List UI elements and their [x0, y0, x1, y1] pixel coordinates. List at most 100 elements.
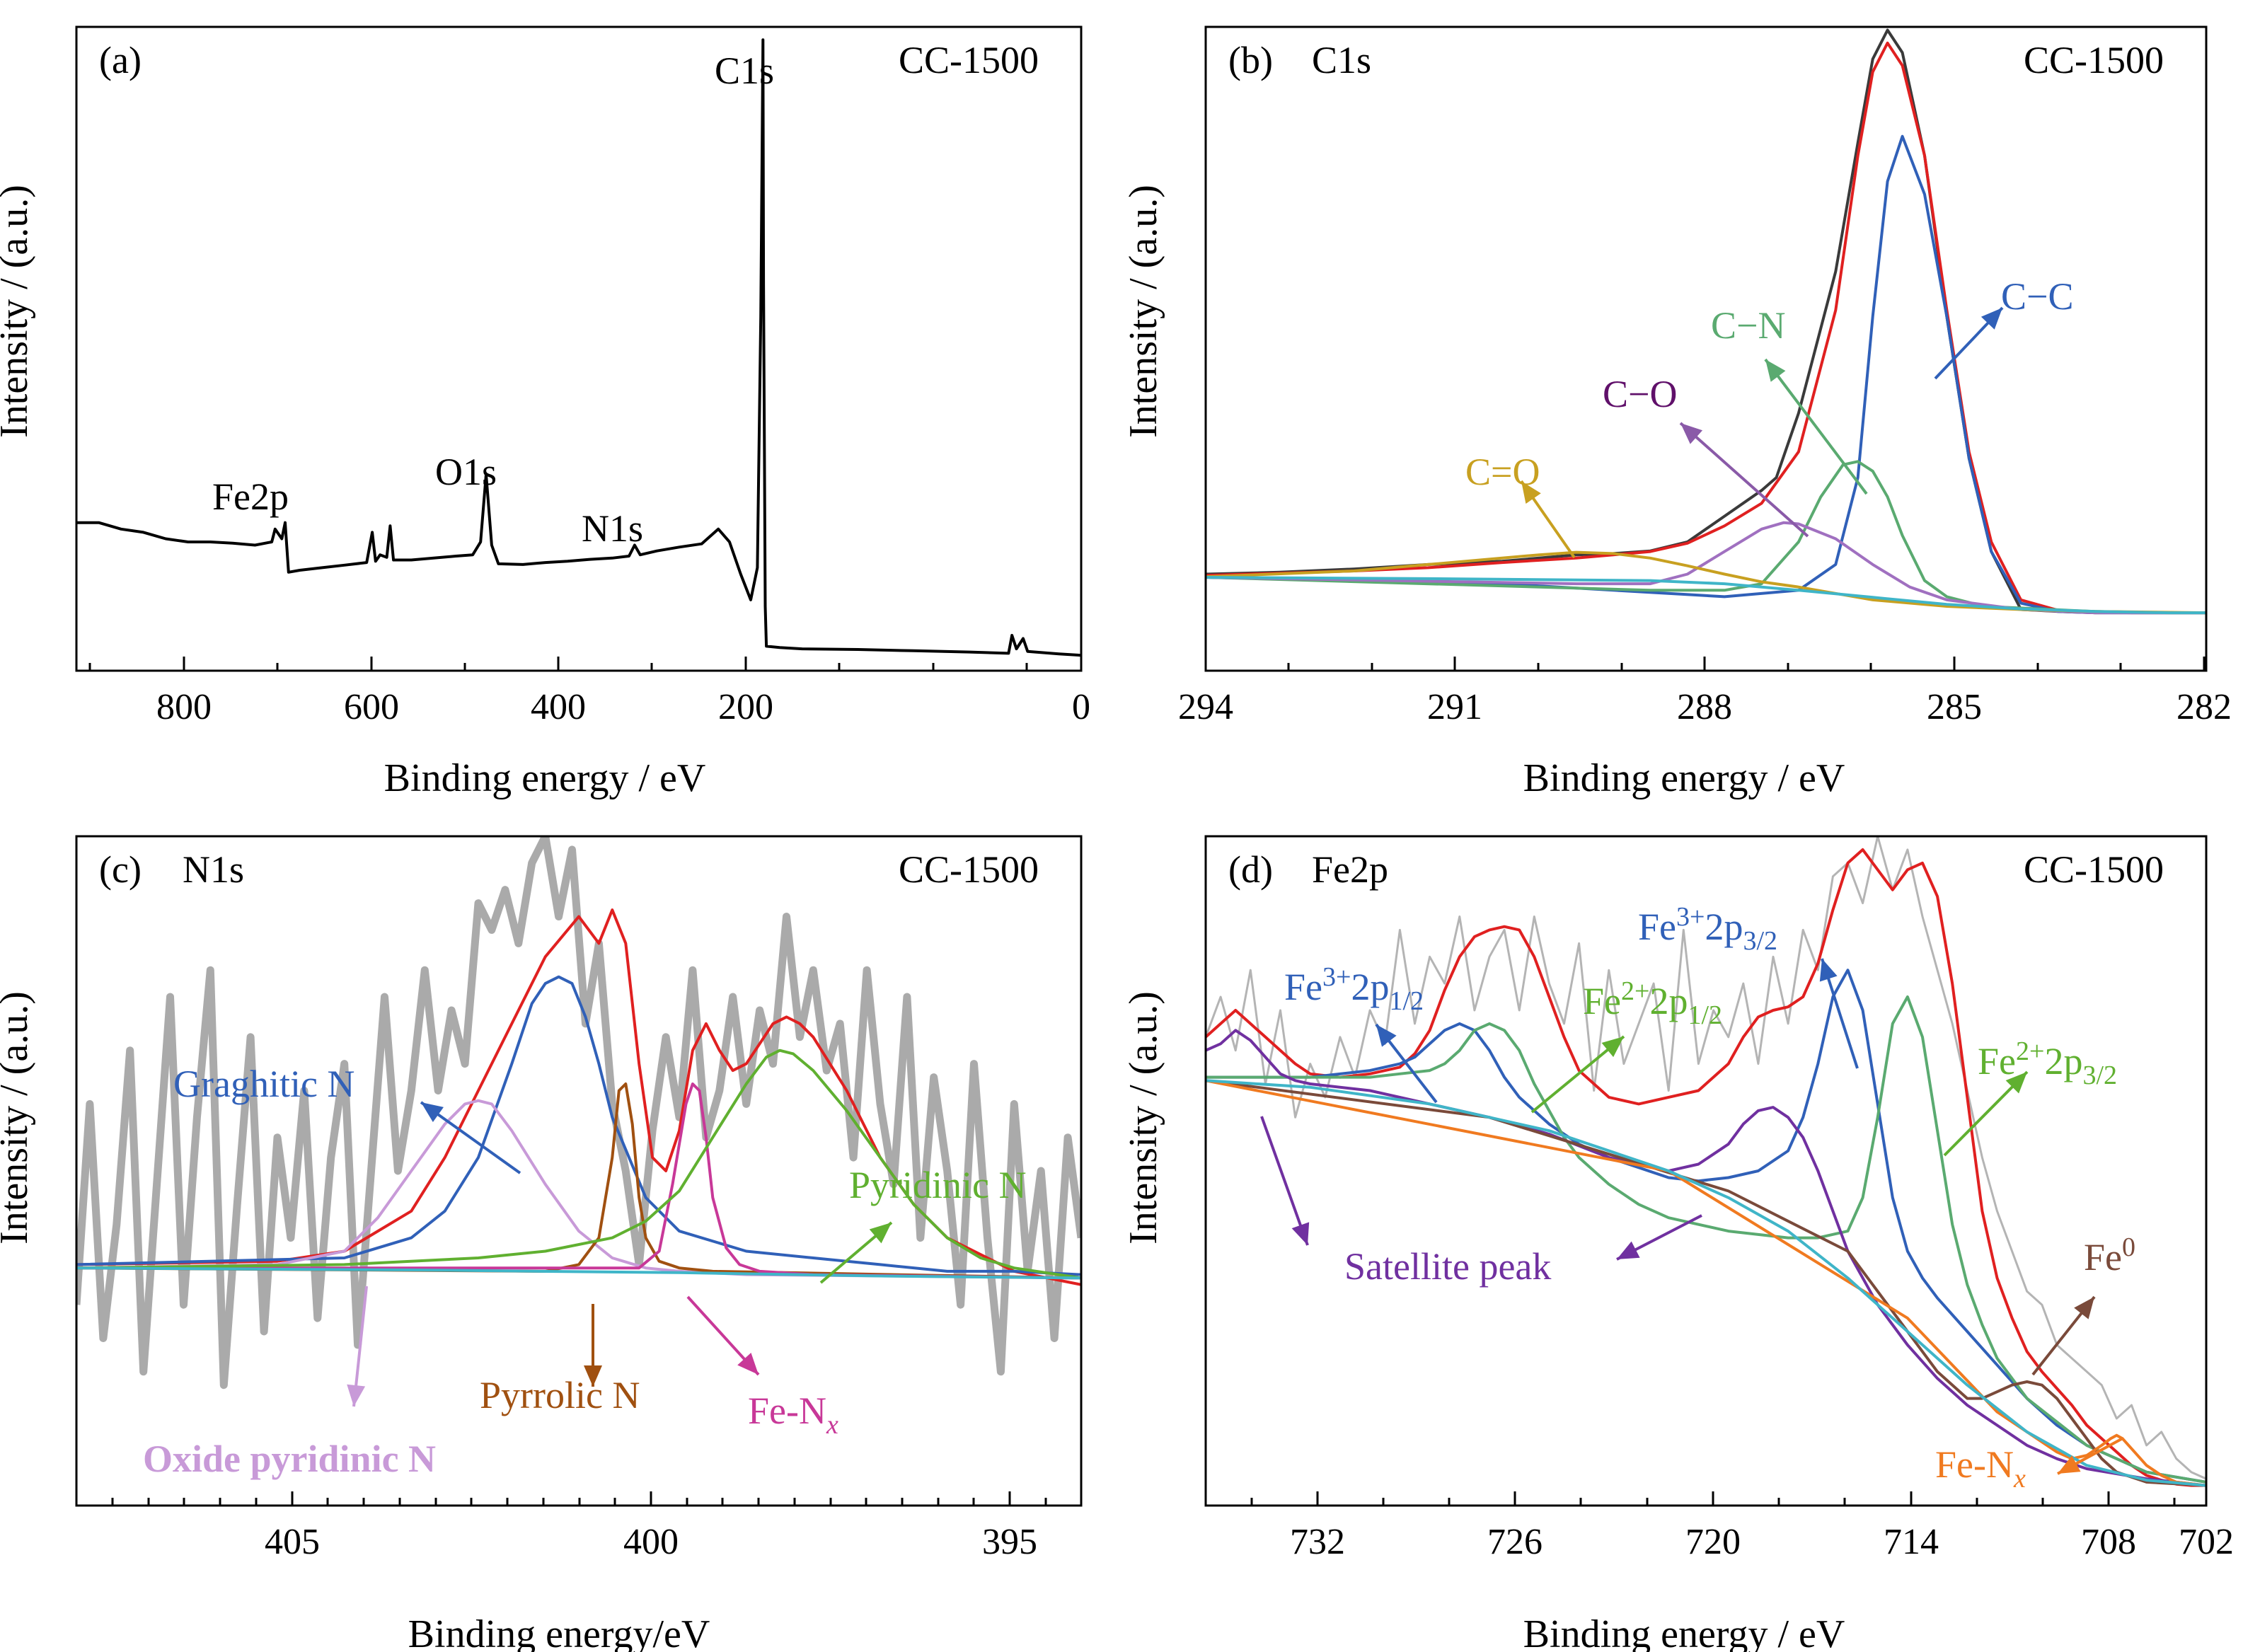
series-line-0	[1206, 836, 2206, 1480]
annotation-arrow-1	[819, 1221, 893, 1284]
peak-annotation: C−C	[2001, 275, 2074, 318]
peak-annotation: N1s	[582, 507, 643, 550]
series-line-3	[76, 1099, 1081, 1280]
label-part: C=O	[1465, 451, 1540, 493]
annotation-arrow-6-head	[2074, 1297, 2094, 1319]
annotation-arrow-1-head	[1601, 1036, 1624, 1058]
x-tick-label: 714	[1884, 1522, 1939, 1562]
peak-annotation: Fe-Nx	[1935, 1443, 2026, 1494]
panel-label: (d)	[1228, 848, 1273, 891]
annotation-arrow-3	[1943, 1070, 2029, 1157]
annotation-arrow-2	[584, 1304, 602, 1387]
peak-annotation: C1s	[715, 50, 774, 92]
x-tick-label: 200	[718, 687, 773, 727]
y-axis-label: Intensity / (a.u.)	[0, 991, 36, 1244]
annotation-arrow-5-head	[1291, 1222, 1310, 1245]
panel-title: N1s	[183, 848, 244, 891]
chart-panel-0: 800 600 400 200 0 Binding energy / eV Intensit…	[0, 25, 1090, 800]
label-part: 1/2	[1389, 986, 1424, 1016]
series-group	[76, 38, 1081, 657]
x-tick-label: 800	[156, 687, 212, 727]
annotation-arrow-4-head	[1617, 1241, 1640, 1259]
label-part: 1/2	[1688, 1000, 1722, 1030]
label-part: C−O	[1603, 373, 1677, 415]
sample-label: CC-1500	[2024, 848, 2164, 891]
peak-annotation: Satellite peak	[1344, 1245, 1551, 1288]
label-part: Graghitic N	[173, 1063, 354, 1105]
series-line-2	[1206, 134, 2206, 615]
label-part: C−N	[1711, 304, 1785, 347]
y-axis-label: Intensity / (a.u.)	[1122, 991, 1165, 1244]
x-tick-label: 400	[623, 1522, 679, 1562]
annotation-arrow-7	[2057, 1437, 2123, 1475]
series-line-3	[1206, 460, 2206, 615]
label-part: 2+	[1621, 976, 1649, 1006]
annotation-arrow-2-head	[584, 1365, 602, 1387]
annotation-arrow-4	[347, 1286, 368, 1407]
x-tick-label: 285	[1927, 687, 1982, 727]
series-line-2	[76, 975, 1081, 1276]
annotation-arrow-3	[1934, 306, 2004, 380]
x-tick-label: 294	[1178, 687, 1233, 727]
annotation-arrow-4	[1616, 1214, 1702, 1261]
annotation-arrow-0	[1520, 480, 1576, 559]
peak-annotation: Oxide pyridinic N	[143, 1438, 436, 1480]
label-part: O1s	[435, 451, 497, 493]
x-tick-label: 395	[982, 1522, 1037, 1562]
label-part: Fe	[1638, 906, 1676, 948]
annotation-arrow-2-shaft	[1764, 358, 1868, 495]
series-line-5	[1206, 550, 2206, 615]
annotation-arrow-5-shaft	[1260, 1116, 1309, 1246]
annotation-arrow-3-head	[1980, 308, 2002, 330]
sample-label: CC-1500	[899, 848, 1039, 891]
label-part: Fe2p	[212, 475, 289, 518]
label-part: 3+	[1322, 962, 1351, 992]
annotation-arrow-4-head	[347, 1384, 366, 1406]
x-tick-label: 291	[1427, 687, 1482, 727]
sample-label: CC-1500	[2024, 39, 2164, 81]
label-part: 2p	[1351, 966, 1389, 1008]
annotation-arrow-1	[1530, 1035, 1625, 1114]
label-part: N1s	[582, 507, 643, 550]
series-line-1	[1206, 41, 2206, 615]
chart-panel-3: 732 726 720 714 708 702 Binding energy / eV Int…	[1122, 835, 2234, 1652]
series-line-7	[1206, 1079, 2206, 1487]
peak-annotation: Fe0	[2084, 1232, 2135, 1278]
label-part: 2p	[2044, 1040, 2082, 1082]
label-part: 3/2	[1743, 926, 1777, 956]
panel-label: (a)	[99, 39, 142, 81]
x-tick-label: 600	[344, 687, 399, 727]
peak-annotation: Graghitic N	[173, 1063, 354, 1105]
peak-annotation: Fe-Nx	[748, 1390, 838, 1440]
plot-frame	[75, 25, 1083, 672]
peak-annotation: C−O	[1603, 373, 1677, 415]
panel-title: Fe2p	[1312, 848, 1388, 891]
x-tick-label: 732	[1290, 1522, 1345, 1562]
x-tick-label: 405	[265, 1522, 320, 1562]
annotation-arrow-1-shaft	[1679, 422, 1809, 538]
label-part: x	[826, 1410, 838, 1440]
peak-annotation: Fe2+2p1/2	[1583, 976, 1722, 1030]
chart-panel-1: 294 291 288 285 282 Binding energy / eV Intens…	[1122, 25, 2232, 800]
label-part: x	[2013, 1464, 2026, 1494]
x-tick-label: 400	[531, 687, 586, 727]
annotation-arrow-3-head	[2005, 1072, 2027, 1094]
series-line-6	[1206, 576, 2206, 615]
x-axis-label: Binding energy / eV	[1523, 1612, 1845, 1652]
label-part: 0	[2122, 1232, 2135, 1262]
label-part: Oxide pyridinic N	[143, 1438, 436, 1480]
annotation-arrow-2	[1764, 358, 1868, 495]
annotation-arrow-2-head	[1765, 359, 1786, 382]
series-line-4	[1206, 1029, 2206, 1487]
annotation-arrow-0-head	[1521, 481, 1541, 504]
annotation-arrow-7-head	[2058, 1455, 2081, 1474]
annotation-arrow-2-head	[1819, 959, 1838, 982]
series-line-0	[1206, 28, 2206, 615]
label-part: Fe-N	[748, 1390, 826, 1432]
series-line-0	[76, 836, 1081, 1390]
x-axis-label: Binding energy / eV	[1523, 756, 1845, 800]
y-axis-label: Intensity / (a.u.)	[1122, 185, 1165, 438]
peak-annotation: O1s	[435, 451, 497, 493]
annotation-arrow-3-head	[737, 1353, 759, 1375]
annotation-arrow-0	[420, 1101, 521, 1174]
